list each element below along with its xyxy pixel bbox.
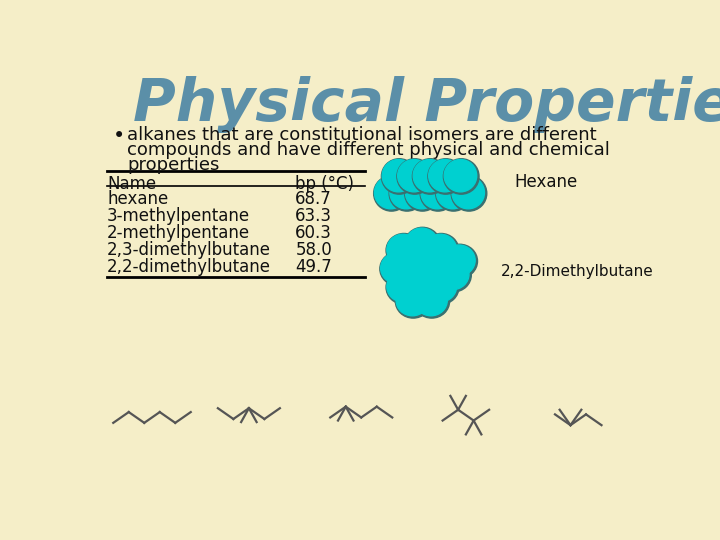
Text: Hexane: Hexane xyxy=(515,173,578,191)
Text: 60.3: 60.3 xyxy=(295,224,332,242)
Text: properties: properties xyxy=(127,156,220,174)
Ellipse shape xyxy=(398,247,434,281)
Ellipse shape xyxy=(405,177,438,209)
Ellipse shape xyxy=(442,244,477,278)
Ellipse shape xyxy=(421,177,454,209)
Ellipse shape xyxy=(436,176,472,211)
Ellipse shape xyxy=(452,177,485,209)
Ellipse shape xyxy=(374,176,409,211)
Ellipse shape xyxy=(380,252,415,286)
Ellipse shape xyxy=(414,284,449,318)
Ellipse shape xyxy=(382,159,417,194)
Ellipse shape xyxy=(381,253,413,284)
Ellipse shape xyxy=(374,177,407,209)
Ellipse shape xyxy=(424,271,456,302)
Ellipse shape xyxy=(405,267,438,298)
Ellipse shape xyxy=(405,266,441,300)
Ellipse shape xyxy=(436,258,472,292)
Ellipse shape xyxy=(386,233,422,267)
Ellipse shape xyxy=(387,234,419,265)
Text: alkanes that are constitutional isomers are different: alkanes that are constitutional isomers … xyxy=(127,126,597,144)
Ellipse shape xyxy=(387,271,419,302)
Ellipse shape xyxy=(386,271,422,304)
Ellipse shape xyxy=(444,159,477,192)
Ellipse shape xyxy=(418,251,451,282)
Text: 2,3-dimethylbutane: 2,3-dimethylbutane xyxy=(107,241,271,259)
Text: Name: Name xyxy=(107,175,156,193)
Ellipse shape xyxy=(397,159,431,192)
Ellipse shape xyxy=(395,284,431,318)
Ellipse shape xyxy=(436,177,469,209)
Ellipse shape xyxy=(397,159,433,194)
Ellipse shape xyxy=(444,159,479,194)
Text: bp (°C): bp (°C) xyxy=(295,175,354,193)
Ellipse shape xyxy=(436,259,469,289)
Ellipse shape xyxy=(405,176,441,211)
Text: •: • xyxy=(113,126,125,146)
Ellipse shape xyxy=(405,228,438,259)
Ellipse shape xyxy=(417,251,453,284)
Ellipse shape xyxy=(389,176,425,211)
Ellipse shape xyxy=(428,159,462,192)
Text: Physical Properties: Physical Properties xyxy=(132,76,720,133)
Ellipse shape xyxy=(390,177,423,209)
Text: 63.3: 63.3 xyxy=(295,207,333,225)
Text: 3-methylpentane: 3-methylpentane xyxy=(107,207,250,225)
Ellipse shape xyxy=(443,245,475,276)
Text: 2,2-dimethylbutane: 2,2-dimethylbutane xyxy=(107,258,271,276)
Ellipse shape xyxy=(413,159,446,192)
Ellipse shape xyxy=(382,159,415,192)
Ellipse shape xyxy=(399,248,432,279)
Text: 2,2-Dimethylbutane: 2,2-Dimethylbutane xyxy=(500,264,654,279)
Ellipse shape xyxy=(420,176,456,211)
Ellipse shape xyxy=(423,233,459,267)
Ellipse shape xyxy=(451,176,487,211)
Ellipse shape xyxy=(405,227,441,261)
Text: 58.0: 58.0 xyxy=(295,241,332,259)
Text: 2-methylpentane: 2-methylpentane xyxy=(107,224,250,242)
Ellipse shape xyxy=(415,285,447,316)
Ellipse shape xyxy=(428,159,464,194)
Text: 68.7: 68.7 xyxy=(295,190,332,208)
Text: hexane: hexane xyxy=(107,190,168,208)
Ellipse shape xyxy=(423,271,459,304)
Ellipse shape xyxy=(413,159,448,194)
Text: 49.7: 49.7 xyxy=(295,258,332,276)
Ellipse shape xyxy=(424,234,456,265)
Text: compounds and have different physical and chemical: compounds and have different physical an… xyxy=(127,141,610,159)
Ellipse shape xyxy=(396,285,428,316)
